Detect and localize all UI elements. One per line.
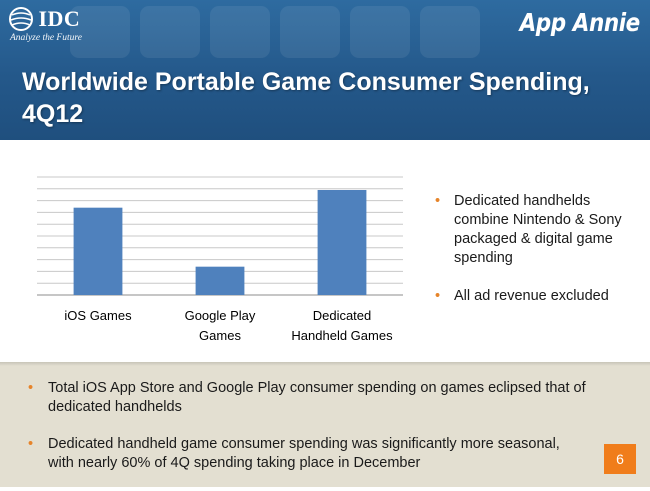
background-tile: [210, 6, 270, 58]
slide-title: Worldwide Portable Game Consumer Spendin…: [22, 68, 590, 128]
background-tile: [140, 6, 200, 58]
chart-bars: [73, 189, 367, 295]
idc-tagline: Analyze the Future: [10, 33, 82, 43]
background-tile: [280, 6, 340, 58]
bottom-bullet: Total iOS App Store and Google Play cons…: [26, 379, 586, 417]
bar-2: [317, 189, 367, 295]
bottom-bullet-list: Total iOS App Store and Google Play cons…: [26, 379, 586, 491]
x-tick-label: Handheld Games: [291, 328, 393, 343]
idc-logo-text: IDC: [38, 6, 81, 31]
page-number-badge: 6: [604, 444, 636, 474]
side-bullet: All ad revenue excluded: [432, 287, 642, 306]
side-bullet: Dedicated handhelds combine Nintendo & S…: [432, 192, 642, 268]
background-tile: [350, 6, 410, 58]
background-tile: [70, 6, 130, 58]
bar-0: [73, 207, 123, 295]
side-bullet-list: Dedicated handhelds combine Nintendo & S…: [432, 192, 642, 325]
slide-header: IDC Analyze the Future App Annie Worldwi…: [0, 0, 650, 140]
bar-1: [195, 266, 245, 295]
bar-chart: iOS Games Google Play Games Dedicated Handhe…: [37, 176, 403, 343]
background-tile: [420, 6, 480, 58]
bottom-summary-panel: Total iOS App Store and Google Play cons…: [0, 362, 650, 487]
idc-logo: IDC Analyze the Future: [8, 6, 82, 43]
idc-globe-icon: [9, 7, 33, 31]
chart-x-labels: iOS Games Google Play Games Dedicated Handhe…: [64, 308, 393, 343]
x-tick-label: Google Play: [185, 308, 256, 323]
bottom-bullet: Dedicated handheld game consumer spendin…: [26, 435, 586, 473]
app-annie-logo: App Annie: [519, 8, 641, 37]
x-tick-label: Games: [199, 328, 241, 343]
x-tick-label: Dedicated: [313, 308, 372, 323]
x-tick-label: iOS Games: [64, 308, 132, 323]
